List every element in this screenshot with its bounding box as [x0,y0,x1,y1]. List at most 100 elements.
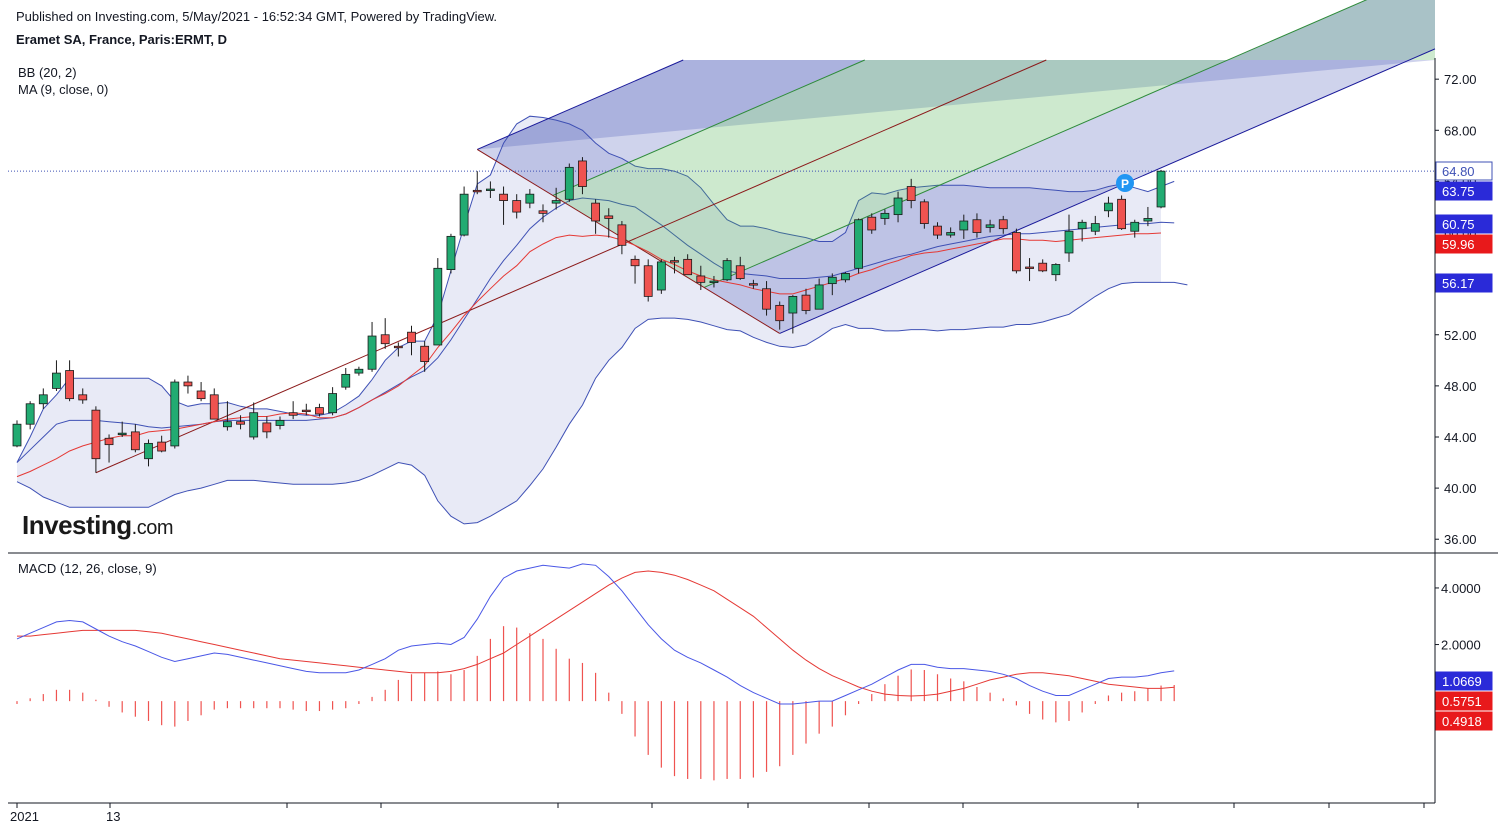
candle [893,191,903,223]
candle-body [12,423,22,447]
candle-body [749,283,758,286]
candle [1012,228,1021,274]
candle-body [709,280,719,283]
candle [25,401,35,430]
macd-badge-label: 0.5751 [1442,694,1482,709]
candle [52,360,61,391]
price-badge-bg [1435,181,1493,201]
candle [315,403,324,417]
ma9-line [16,232,1162,478]
indicator-lines [8,170,1435,478]
candle-body [315,407,324,415]
candle-body [262,422,272,433]
candles[interactable] [12,157,1166,473]
candle [578,157,587,195]
candle [919,199,929,229]
candle [933,222,942,239]
candle-body [696,275,706,283]
candle [459,186,469,237]
candle-body [380,334,390,345]
candle-body [880,212,890,219]
macd-indicator-label[interactable]: MACD (12, 26, close, 9) [18,561,157,576]
price-badge-bg [1435,273,1493,293]
macd-badge: 1.0669 [1435,671,1493,691]
candle [1077,219,1087,242]
candle [144,439,153,467]
candle-body [485,188,495,191]
pitchfork-upper-line [477,59,684,150]
candle-body [104,437,114,446]
candle-body [959,220,969,231]
candle-body [788,296,798,314]
pitchfork-marker-circle [1116,174,1134,192]
candle-body [433,267,443,346]
candle [538,204,548,223]
candle [1038,259,1048,273]
price-badge-bg [1435,161,1493,181]
candle [485,181,495,199]
macd-badge: 0.5751 [1435,691,1493,711]
ma-indicator-label[interactable]: MA (9, close, 0) [18,82,109,97]
candle [788,295,798,334]
pitchfork-lower-line [779,48,1436,334]
candle [1156,169,1166,209]
candle-body [1130,221,1140,232]
macd-signal-line [17,570,1175,697]
candle [170,379,180,449]
candle [12,420,22,448]
candle [288,401,298,420]
price-tick-label: 72.00 [1444,72,1477,87]
pitchfork[interactable]: P [95,0,1436,474]
published-info: Published on Investing.com, 5/May/2021 -… [16,9,498,24]
macd-badge-label: 1.0669 [1442,674,1482,689]
pitchfork-handle-line [476,149,780,334]
candle-body [446,235,456,270]
candle [1025,258,1034,282]
candle-body [222,421,232,428]
candle [262,416,272,439]
candle [78,388,88,404]
candle [472,171,482,195]
candle [249,402,259,440]
candle-body [157,441,167,452]
candle-body [801,294,811,311]
candle-body [1117,198,1126,230]
macd-tick-label: 2.0000 [1441,638,1481,653]
candle-body [499,193,508,201]
candle [867,213,877,234]
price-badge: 63.75 [1435,181,1493,201]
candle-body [328,393,338,414]
candle [328,387,338,416]
bb-lower-line [16,281,1188,525]
candle-body [735,265,745,279]
candle [367,321,377,372]
candle [104,434,114,463]
candle [827,273,837,296]
axes: 72.0068.0064.0060.0056.0052.0048.0044.00… [8,58,1498,824]
candle-body [998,219,1008,230]
candle-body [407,331,416,343]
investing-logo: Investing.com [22,510,173,540]
pitchfork-inner-upper-line [552,59,865,196]
candle [630,255,640,284]
candle-body [25,403,35,425]
candle [683,254,693,276]
candle [749,279,758,289]
candle [854,218,863,274]
price-tick-label: 36.00 [1444,532,1477,547]
candle-body [591,202,600,222]
candle-body [841,273,850,281]
candle [236,415,245,430]
price-badge: 56.17 [1435,273,1493,293]
candle-body [130,431,140,451]
candle [709,275,719,288]
candle-body [144,442,153,460]
candle [972,213,982,238]
pitchfork-inner-lower-line [703,0,1368,288]
candle-body [1077,221,1087,230]
candle-body [630,258,640,267]
candle [183,375,193,394]
bb-indicator-label[interactable]: BB (20, 2) [18,65,77,80]
candle [841,272,850,283]
